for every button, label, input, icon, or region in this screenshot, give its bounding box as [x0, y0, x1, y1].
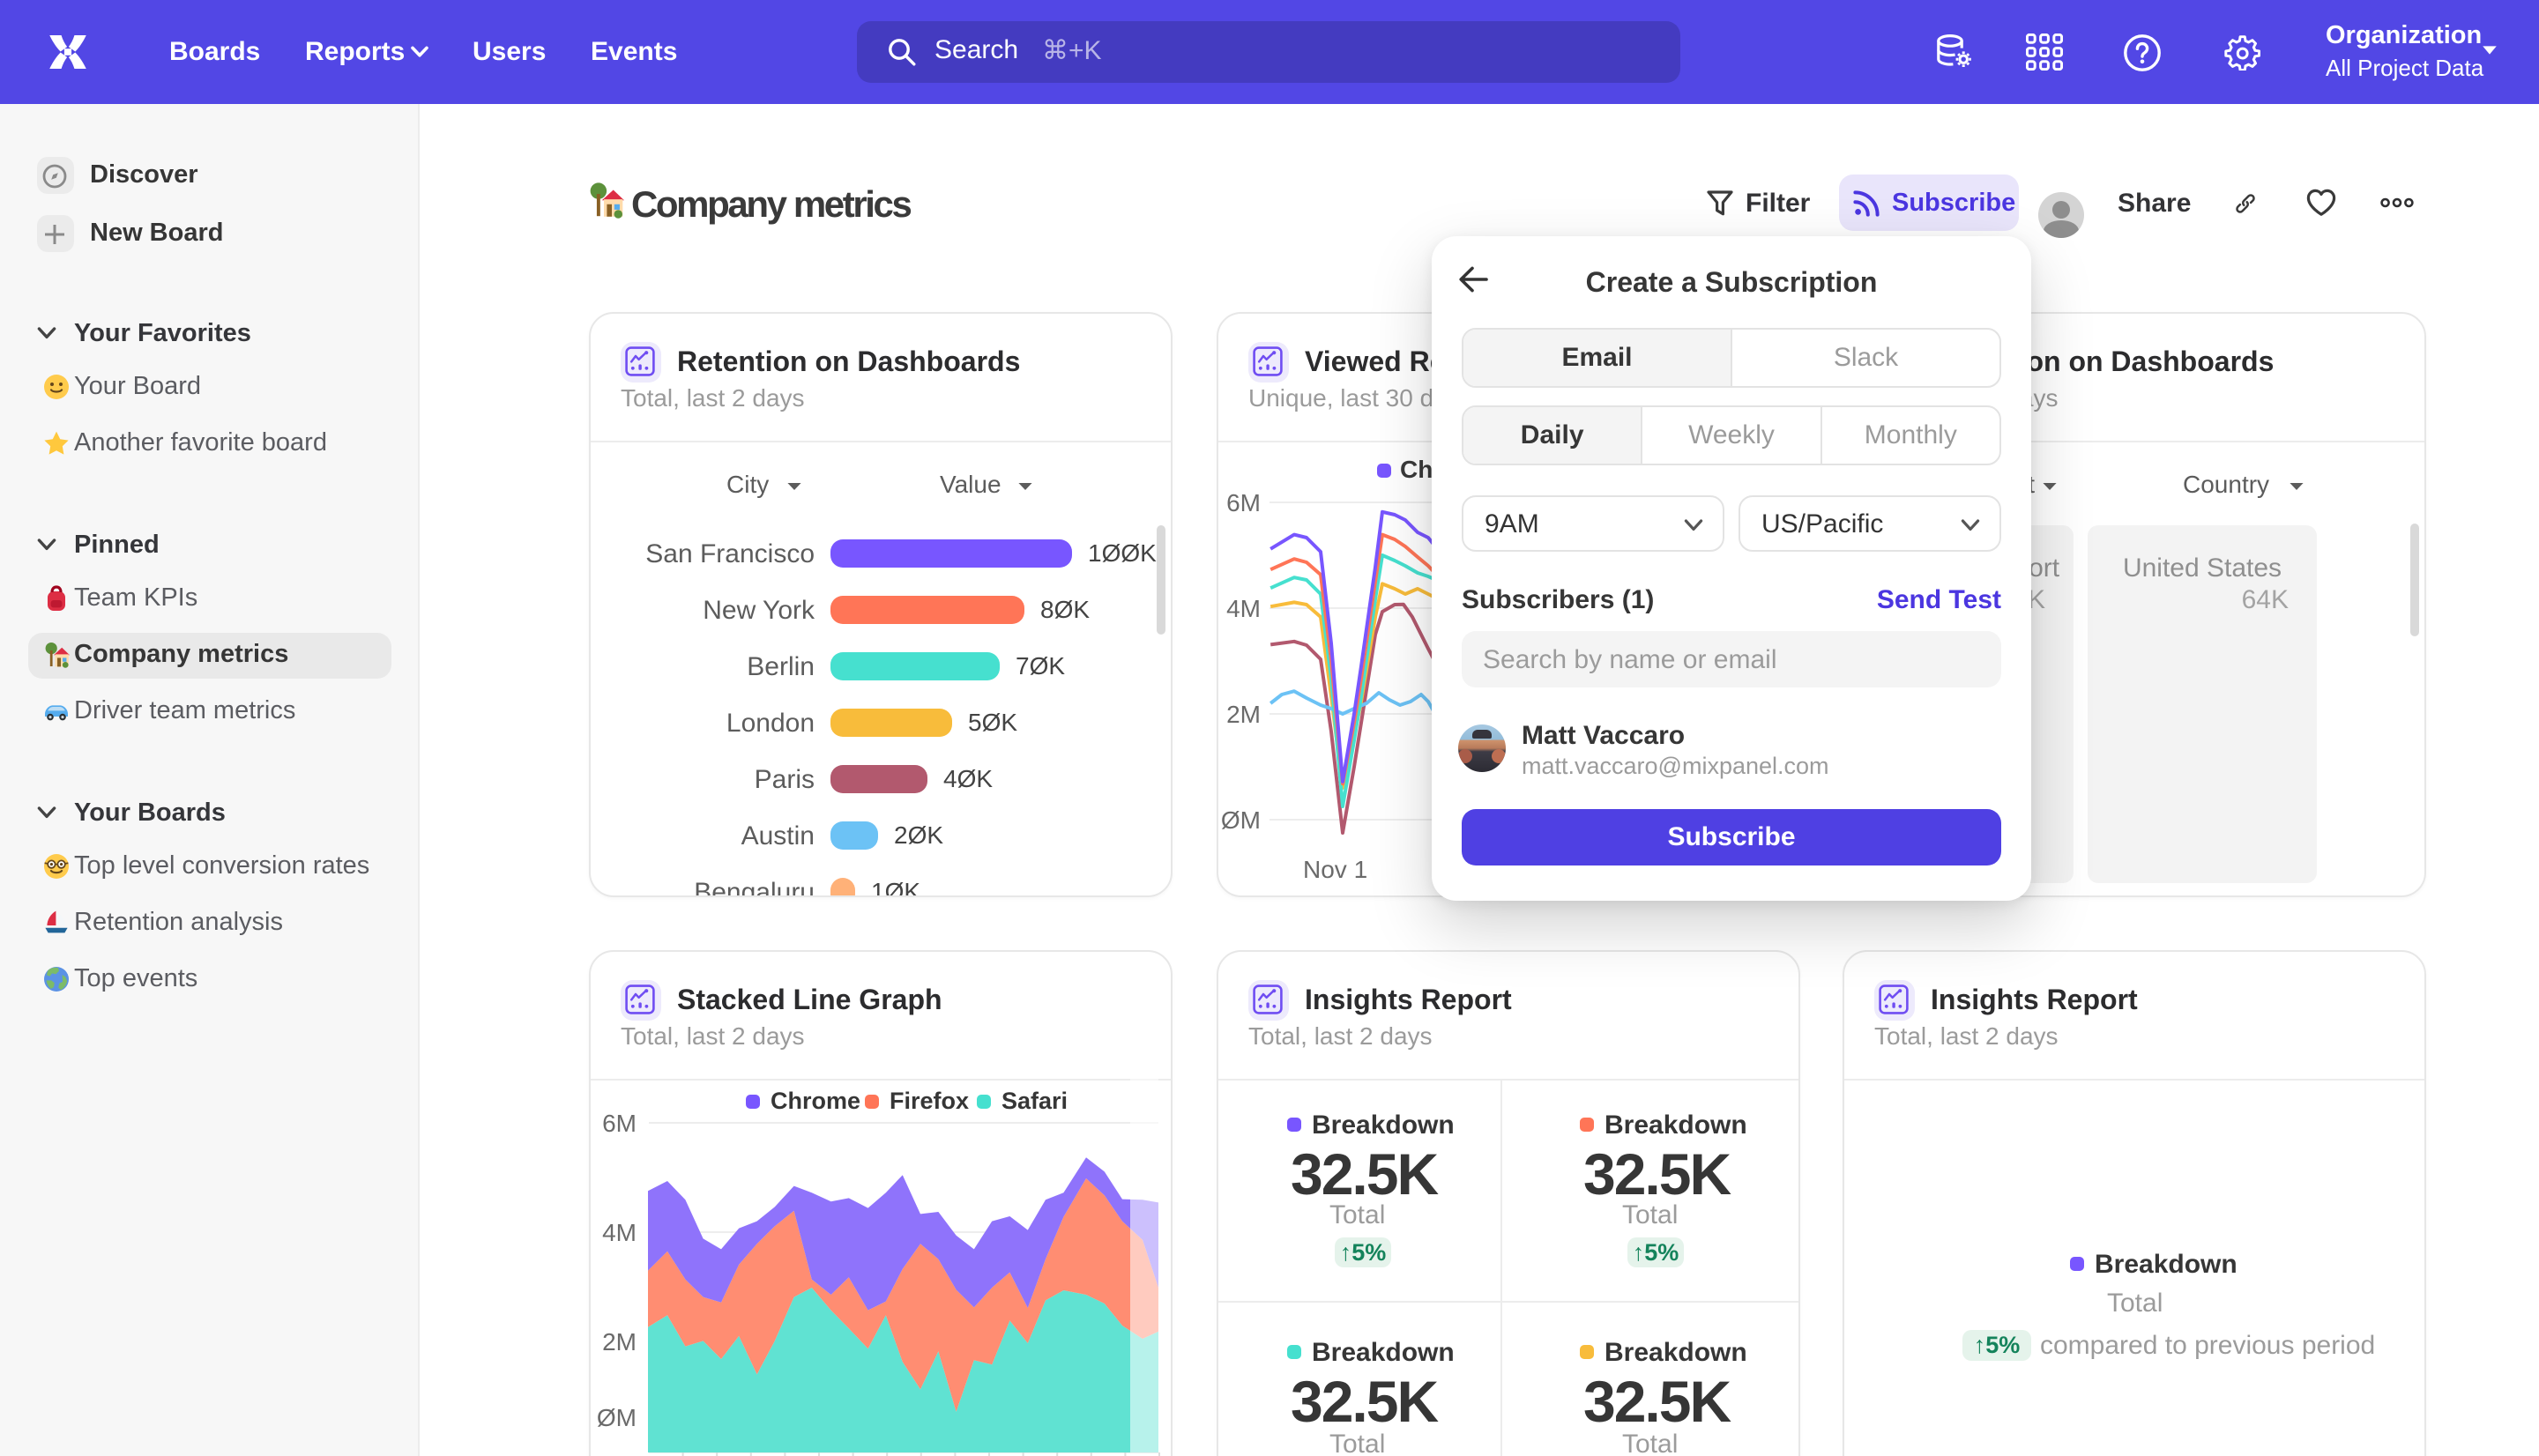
svg-text:4M: 4M	[1226, 595, 1261, 622]
svg-text:6M: 6M	[602, 1110, 637, 1137]
svg-text:Nov 1: Nov 1	[1303, 856, 1367, 883]
svg-text:2M: 2M	[1226, 701, 1261, 728]
svg-text:2M: 2M	[602, 1328, 637, 1356]
svg-text:4M: 4M	[602, 1219, 637, 1246]
svg-text:ØM: ØM	[597, 1404, 637, 1431]
svg-text:6M: 6M	[1226, 489, 1261, 516]
svg-text:ØM: ØM	[1221, 806, 1261, 834]
